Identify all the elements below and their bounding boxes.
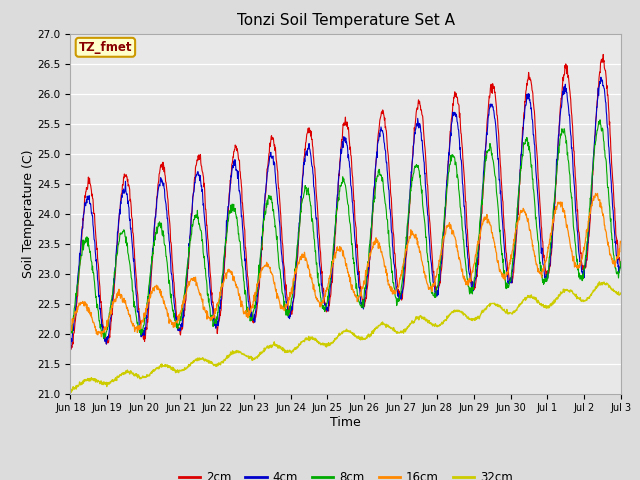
Line: 32cm: 32cm <box>70 282 621 392</box>
2cm <box>552 182 559 188</box>
2cm <box>617 264 625 269</box>
4cm <box>552 184 559 190</box>
16cm <box>552 204 559 209</box>
32cm <box>176 367 184 373</box>
Title: Tonzi Soil Temperature Set A: Tonzi Soil Temperature Set A <box>237 13 454 28</box>
32cm <box>596 279 604 285</box>
16cm <box>67 327 74 333</box>
2cm <box>176 327 184 333</box>
8cm <box>100 336 108 341</box>
4cm <box>250 312 258 317</box>
8cm <box>189 220 197 226</box>
32cm <box>251 356 259 362</box>
X-axis label: Time: Time <box>330 416 361 429</box>
16cm <box>97 334 105 339</box>
Legend: 2cm, 4cm, 8cm, 16cm, 32cm: 2cm, 4cm, 8cm, 16cm, 32cm <box>174 466 517 480</box>
4cm <box>597 74 605 80</box>
2cm <box>67 342 74 348</box>
4cm <box>175 327 183 333</box>
4cm <box>503 273 511 279</box>
32cm <box>67 389 75 395</box>
8cm <box>552 179 559 185</box>
2cm <box>431 284 439 290</box>
32cm <box>617 290 625 296</box>
16cm <box>189 277 197 283</box>
4cm <box>67 348 74 354</box>
2cm <box>600 51 607 57</box>
16cm <box>594 191 602 196</box>
2cm <box>189 191 197 197</box>
16cm <box>251 298 259 304</box>
8cm <box>176 318 184 324</box>
16cm <box>176 313 184 319</box>
8cm <box>617 259 625 264</box>
4cm <box>431 289 439 295</box>
32cm <box>504 310 511 315</box>
Line: 2cm: 2cm <box>70 54 621 349</box>
16cm <box>617 240 625 245</box>
Line: 16cm: 16cm <box>70 193 621 336</box>
Line: 4cm: 4cm <box>70 77 621 351</box>
Y-axis label: Soil Temperature (C): Soil Temperature (C) <box>22 149 35 278</box>
32cm <box>67 386 74 392</box>
16cm <box>504 269 511 275</box>
4cm <box>189 194 196 200</box>
2cm <box>504 259 511 265</box>
32cm <box>552 296 559 301</box>
2cm <box>67 347 75 352</box>
8cm <box>504 281 511 287</box>
32cm <box>431 321 439 326</box>
Line: 8cm: 8cm <box>70 120 621 338</box>
8cm <box>67 326 74 332</box>
2cm <box>251 317 259 323</box>
4cm <box>617 264 625 270</box>
Text: TZ_fmet: TZ_fmet <box>79 41 132 54</box>
16cm <box>431 276 439 282</box>
32cm <box>189 359 197 365</box>
8cm <box>431 292 439 298</box>
8cm <box>596 117 604 123</box>
8cm <box>251 302 259 308</box>
